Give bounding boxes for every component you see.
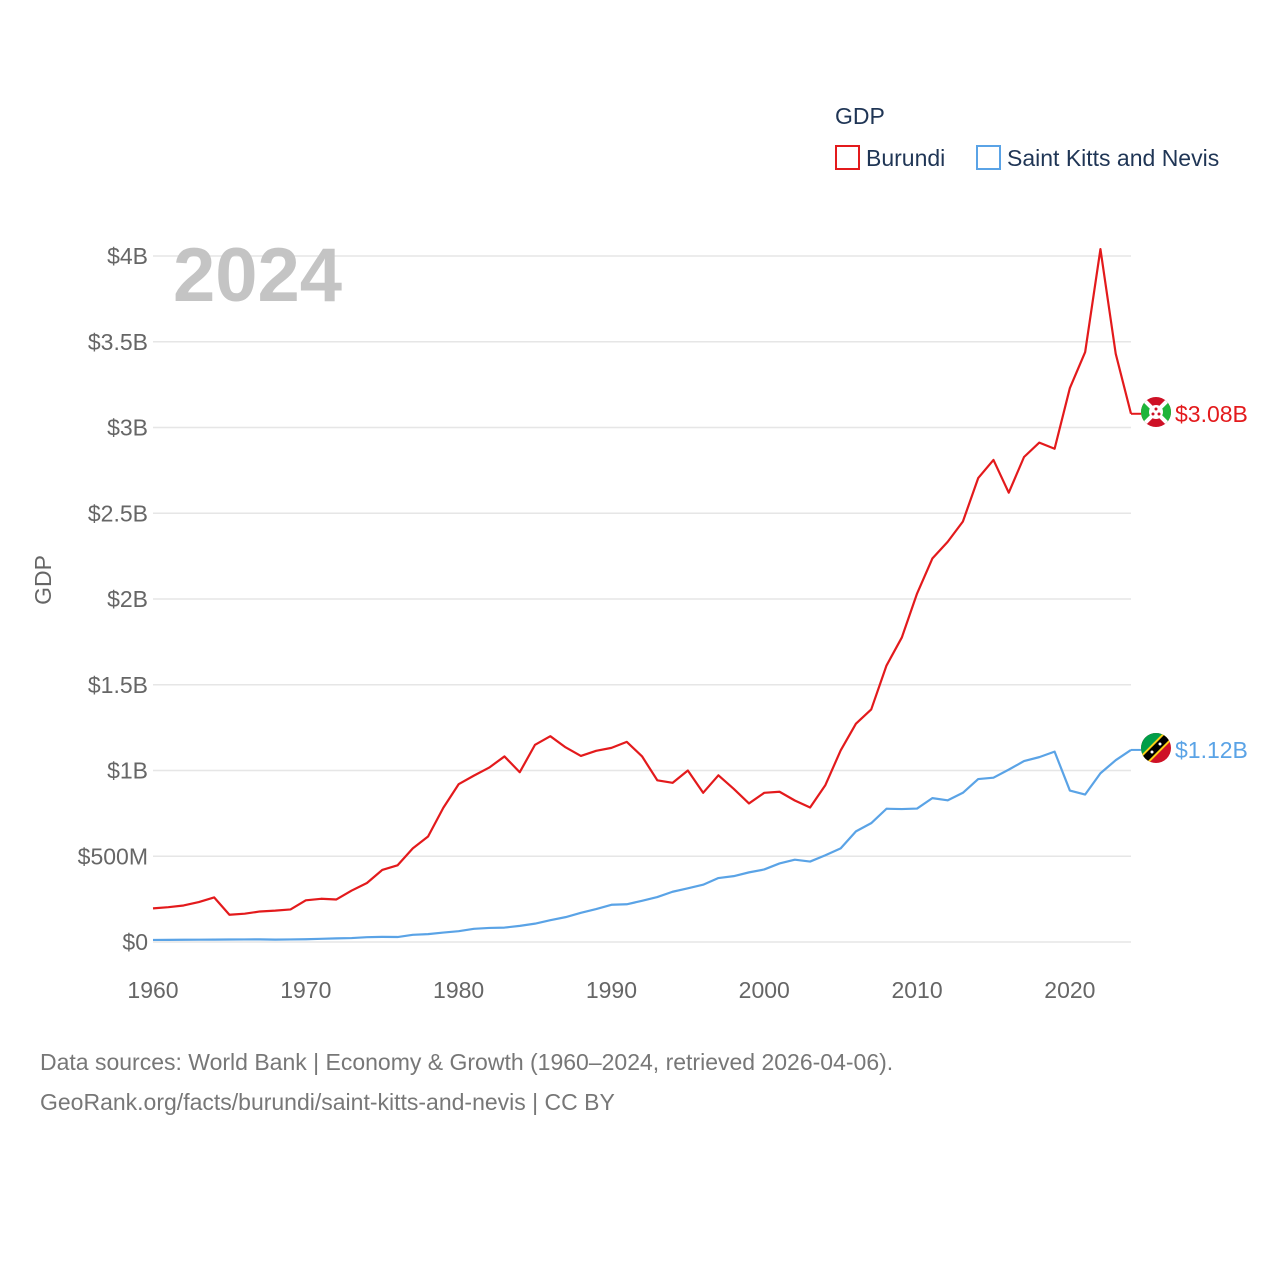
source-line-2[interactable]: GeoRank.org/facts/burundi/saint-kitts-an… <box>40 1089 615 1115</box>
y-tick-label: $1.5B <box>88 672 148 698</box>
grid-lines <box>153 255 1131 943</box>
x-tick-label: 2020 <box>1044 977 1095 1003</box>
legend-item-saint-kitts-and-nevis[interactable]: Saint Kitts and Nevis <box>976 145 1219 171</box>
legend-label-burundi: Burundi <box>866 145 945 171</box>
end-value-label-burundi: $3.08B <box>1175 401 1248 427</box>
x-tick-label: 2010 <box>891 977 942 1003</box>
y-tick-label: $0 <box>122 929 148 955</box>
x-tick-label: 2000 <box>739 977 790 1003</box>
series-line-saint-kitts-and-nevis[interactable] <box>152 749 1132 942</box>
legend-swatch-saint-kitts-and-nevis <box>976 145 1001 170</box>
y-axis-title: GDP <box>30 555 56 605</box>
x-axis-ticks: 1960 1970 1980 1990 2000 2010 2020 <box>127 977 1095 1003</box>
y-axis-ticks: $0 $500M $1B $1.5B $2B $2.5B $3B $3.5B $4B <box>78 243 148 955</box>
y-tick-label: $3B <box>107 415 148 441</box>
y-tick-label: $500M <box>78 843 148 869</box>
series-lines <box>152 248 1133 942</box>
legend-label-saint-kitts-and-nevis: Saint Kitts and Nevis <box>1007 145 1219 171</box>
series-line-burundi[interactable] <box>152 248 1133 916</box>
legend-swatch-burundi <box>835 145 860 170</box>
x-tick-label: 1990 <box>586 977 637 1003</box>
source-line-1: Data sources: World Bank | Economy & Gro… <box>40 1049 894 1075</box>
legend-title: GDP <box>835 103 885 129</box>
saint-kitts-and-nevis-flag-icon <box>1141 733 1171 763</box>
x-tick-label: 1970 <box>280 977 331 1003</box>
x-tick-label: 1960 <box>127 977 178 1003</box>
end-markers: $3.08B $1.12B <box>1131 401 1248 763</box>
data-source-note: Data sources: World Bank | Economy & Gro… <box>40 1042 893 1122</box>
end-value-label-saint-kitts-and-nevis: $1.12B <box>1175 737 1248 763</box>
year-label: 2024 <box>173 233 342 318</box>
legend-item-burundi[interactable]: Burundi <box>835 145 945 171</box>
y-tick-label: $2B <box>107 586 148 612</box>
y-tick-label: $1B <box>107 758 148 784</box>
y-tick-label: $2.5B <box>88 500 148 526</box>
y-tick-label: $3.5B <box>88 329 148 355</box>
legend: GDP Burundi Saint Kitts and Nevis <box>835 103 1219 171</box>
x-tick-label: 1980 <box>433 977 484 1003</box>
burundi-flag-icon <box>1141 397 1171 427</box>
y-tick-label: $4B <box>107 243 148 269</box>
